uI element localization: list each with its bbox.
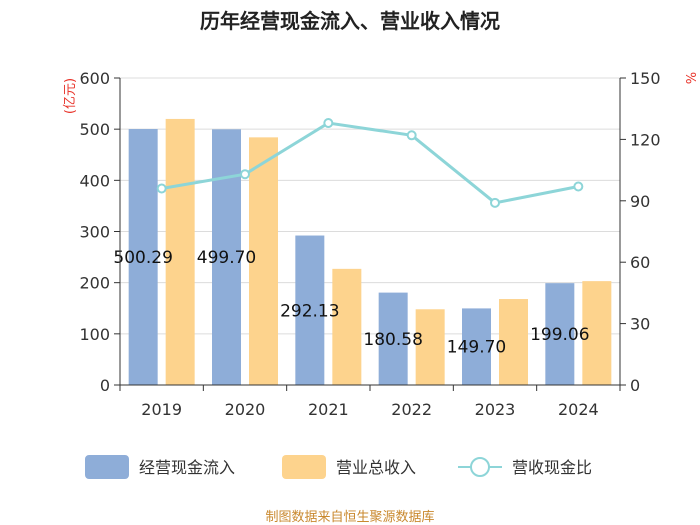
left-axis-unit: (亿元) [63, 78, 78, 114]
bar-revenue [582, 281, 612, 385]
bar-revenue [499, 299, 528, 385]
gridlines [120, 77, 620, 335]
data-label: 499.70 [197, 248, 256, 268]
left-tick-label: 0 [100, 376, 110, 395]
data-label: 149.70 [447, 338, 506, 358]
left-tick-label: 600 [79, 69, 110, 88]
legend-label: 营收现金比 [512, 458, 592, 477]
left-tick-label: 100 [79, 325, 110, 344]
x-tick-label: 2024 [558, 400, 599, 419]
bar-cash-inflow [462, 308, 491, 385]
bar-revenue [332, 268, 362, 385]
x-tick-label: 2022 [391, 400, 432, 419]
right-tick-label: 0 [630, 376, 640, 395]
bar-cash-inflow [545, 283, 575, 385]
x-tick-label: 2021 [308, 400, 349, 419]
bar-cash-inflow [128, 129, 158, 385]
data-labels: 500.29 499.70 292.13 180.58 149.70 199.06 [113, 248, 589, 358]
left-tick-label: 300 [79, 223, 110, 242]
legend-marker-ratio [470, 457, 490, 477]
x-tick-label: 2020 [225, 400, 266, 419]
legend-label: 经营现金流入 [139, 458, 235, 477]
bars [128, 118, 612, 385]
x-tick-label: 2023 [475, 400, 516, 419]
legend-swatch-cash-inflow [85, 455, 129, 479]
right-tick-label: 120 [630, 130, 661, 149]
data-label: 292.13 [280, 301, 339, 321]
chart-title: 历年经营现金流入、营业收入情况 [200, 9, 500, 33]
bar-cash-inflow [212, 129, 241, 385]
ratio-point [490, 197, 500, 208]
axes: 0 100 200 300 400 500 600 0 30 60 90 120 150 2019 2020… [79, 69, 660, 419]
data-label: 180.58 [363, 330, 422, 350]
bar-revenue [415, 309, 445, 385]
right-tick-label: 30 [630, 315, 650, 334]
ratio-point [240, 169, 250, 180]
data-label: 199.06 [530, 325, 589, 345]
footer-source: 制图数据来自恒生聚源数据库 [265, 509, 434, 525]
right-tick-label: 90 [630, 192, 650, 211]
ratio-point [323, 118, 334, 129]
right-tick-label: 150 [630, 69, 661, 88]
left-tick-label: 400 [79, 171, 110, 190]
bar-revenue [165, 118, 195, 385]
bar-cash-inflow [378, 292, 408, 385]
ratio-line [156, 118, 584, 208]
ratio-point [573, 181, 584, 192]
legend: 经营现金流入 营业总收入 营收现金比 [85, 455, 592, 479]
x-tick-label: 2019 [141, 400, 182, 419]
ratio-line-path [161, 121, 579, 205]
legend-label: 营业总收入 [336, 458, 416, 477]
bar-revenue [249, 137, 278, 385]
ratio-point [156, 183, 167, 194]
right-tick-label: 60 [630, 253, 650, 272]
right-axis-unit: % [682, 72, 697, 84]
data-label: 500.29 [113, 248, 172, 268]
bar-cash-inflow [295, 235, 325, 385]
left-tick-label: 500 [79, 120, 110, 139]
legend-swatch-revenue [282, 455, 326, 479]
left-tick-label: 200 [79, 274, 110, 293]
ratio-point [406, 130, 417, 141]
